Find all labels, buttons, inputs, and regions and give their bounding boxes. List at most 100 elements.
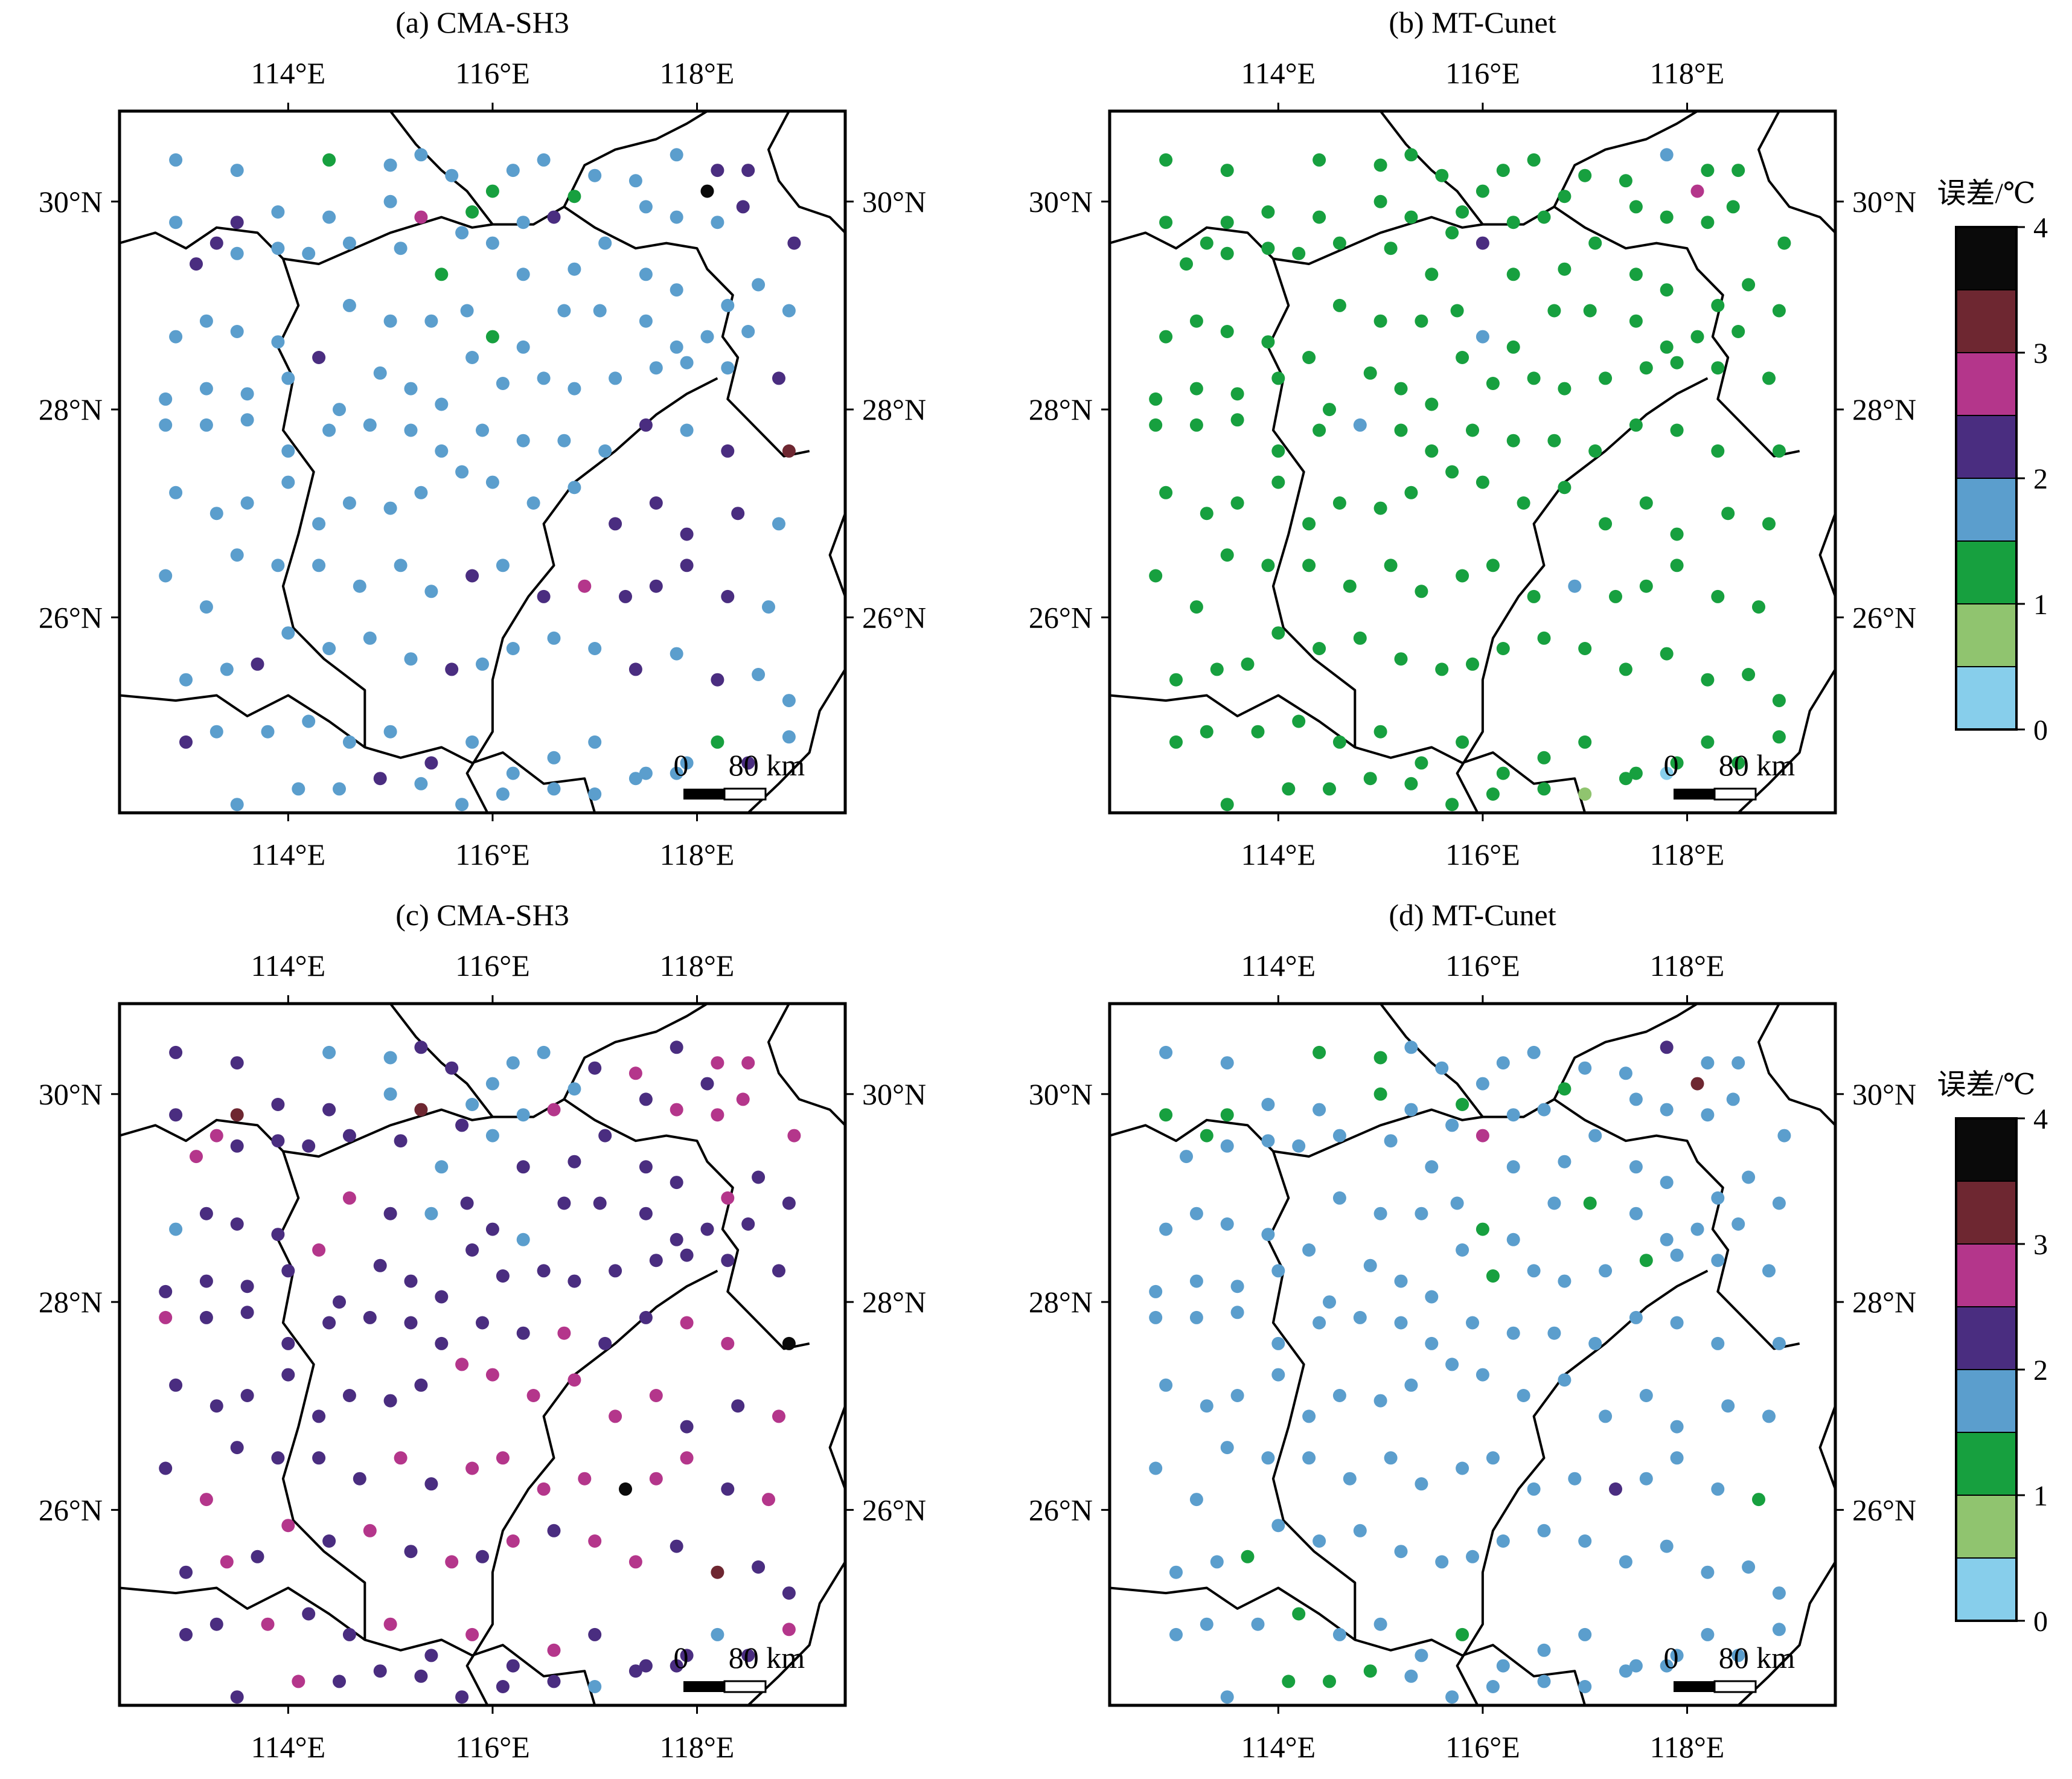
station-point [568, 481, 581, 495]
station-point [1466, 657, 1479, 671]
station-point [383, 1617, 397, 1631]
station-point [485, 475, 499, 489]
station-point [414, 486, 428, 499]
station-point [271, 559, 285, 572]
station-point [1588, 444, 1602, 458]
scale-bar-distance: 80 km [1719, 748, 1795, 782]
station-point [1711, 444, 1725, 458]
station-point [179, 1565, 193, 1579]
station-point [1701, 216, 1715, 229]
station-point [628, 1066, 642, 1080]
station-point [159, 1461, 173, 1475]
station-point [209, 1617, 223, 1631]
colorbar-bin [1955, 1118, 2017, 1182]
station-point [383, 158, 397, 172]
station-point [628, 1555, 642, 1569]
station-point [1149, 1461, 1163, 1475]
station-point [670, 1103, 683, 1117]
colorbar-top: 误差/℃ 4 3 2 1 0 [1937, 178, 2048, 746]
station-point [1547, 1326, 1561, 1340]
station-point [271, 1134, 285, 1148]
station-point [1527, 1264, 1541, 1278]
station-point [1772, 1586, 1786, 1600]
station-point [568, 1373, 581, 1387]
colorbar-bin [1955, 1243, 2017, 1307]
station-point [670, 766, 683, 780]
station-point [1660, 1539, 1674, 1553]
station-point [506, 766, 520, 780]
station-point [485, 1222, 499, 1236]
boundary-line [747, 1561, 845, 1705]
colorbar-label: 误差/℃ [1937, 178, 2035, 210]
lon-tick-label: 118°E [660, 838, 735, 871]
lat-tick-label: 26°N [39, 1493, 103, 1527]
station-point [1496, 1534, 1510, 1548]
lat-tick-label: 30°N [1029, 185, 1093, 219]
station-point [1435, 1555, 1449, 1569]
station-point [394, 1134, 408, 1148]
station-point [1558, 262, 1572, 276]
station-point [1639, 361, 1653, 375]
lon-tick-label: 118°E [1650, 838, 1725, 871]
station-point [169, 330, 183, 344]
station-point [1189, 382, 1203, 396]
station-point [568, 1082, 581, 1096]
station-point [639, 1160, 653, 1174]
lat-tick-label: 30°N [1029, 1077, 1093, 1111]
station-point [1588, 1336, 1602, 1350]
colorbar-bin [1955, 666, 2017, 730]
station-point [169, 1045, 183, 1059]
station-point [179, 673, 193, 687]
station-point [455, 1690, 469, 1704]
station-point [700, 330, 714, 344]
station-point [711, 1565, 724, 1579]
station-point [240, 1306, 254, 1319]
station-point [1629, 1310, 1643, 1324]
colorbar-bin [1955, 1495, 2017, 1559]
station-point [1660, 647, 1674, 661]
station-point [1210, 662, 1224, 676]
station-point [1772, 1196, 1786, 1210]
station-point [762, 1493, 775, 1507]
station-point [1578, 1534, 1592, 1548]
station-point [1302, 1243, 1316, 1257]
station-point [1701, 673, 1715, 687]
station-point [1200, 725, 1213, 739]
station-point [1189, 1274, 1203, 1288]
station-point [1619, 1066, 1632, 1080]
station-point [578, 1472, 592, 1486]
station-point [1772, 304, 1786, 318]
station-point [1456, 1461, 1469, 1475]
station-point [1445, 798, 1459, 812]
panel-title: (d) MT-Cunet [1389, 898, 1556, 932]
station-point [1313, 1316, 1326, 1330]
station-point [1496, 642, 1510, 655]
lon-tick-label: 118°E [1650, 56, 1725, 90]
colorbar-bin [1955, 540, 2017, 604]
station-point [1200, 507, 1213, 521]
station-point [1353, 1524, 1367, 1537]
colorbar-tick-label: 0 [2033, 714, 2048, 746]
station-point [752, 1560, 766, 1574]
station-point [159, 392, 173, 406]
station-point [1537, 1524, 1551, 1537]
station-point [271, 242, 285, 255]
station-point [383, 1207, 397, 1220]
station-point [1639, 1389, 1653, 1402]
station-point [1578, 1061, 1592, 1075]
station-point [1332, 1191, 1346, 1205]
station-point [240, 1280, 254, 1293]
station-point [1476, 1077, 1489, 1091]
station-point [1670, 356, 1684, 370]
station-point [670, 1539, 683, 1553]
station-point [1690, 1077, 1704, 1091]
station-point [1537, 1103, 1551, 1117]
station-point [322, 642, 336, 655]
station-point [609, 371, 622, 385]
station-point [1332, 1627, 1346, 1641]
station-point [281, 1336, 295, 1350]
station-point [1271, 1336, 1285, 1350]
station-point [1220, 798, 1234, 812]
station-point [711, 673, 724, 687]
station-point [1230, 1280, 1244, 1293]
